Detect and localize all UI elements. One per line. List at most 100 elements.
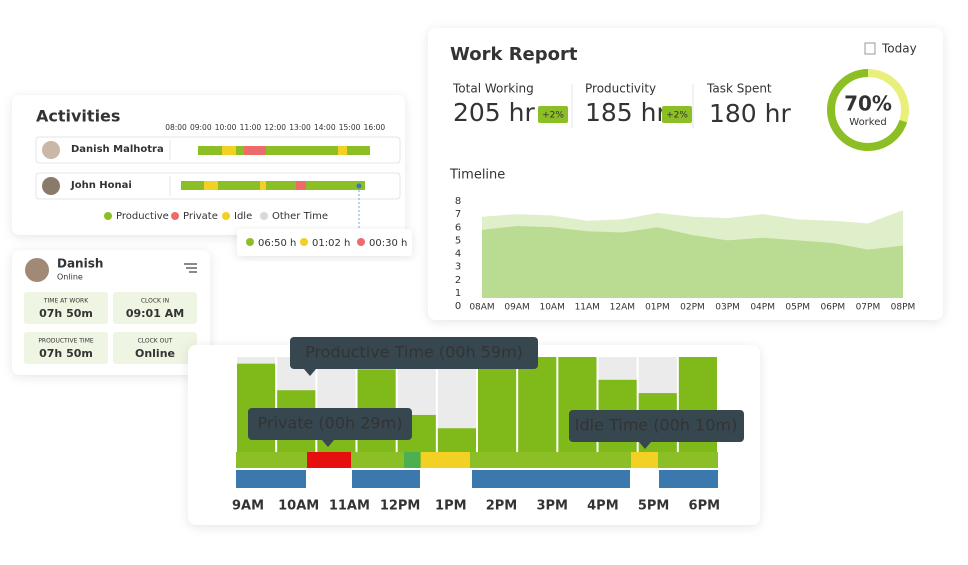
activity-bar bbox=[181, 181, 365, 190]
stat-box bbox=[113, 332, 197, 364]
bar bbox=[437, 428, 476, 452]
x-tick-label: 08PM bbox=[891, 303, 916, 313]
activities-title: Activities bbox=[36, 107, 120, 126]
y-tick-label: 7 bbox=[455, 209, 461, 220]
x-tick-label: 06PM bbox=[821, 303, 846, 313]
total-dot bbox=[357, 238, 365, 246]
hour-label: 08:00 bbox=[165, 123, 187, 132]
hour-labels: 08:00 09:00 10:00 11:00 12:00 13:00 14:00 15:00… bbox=[165, 123, 385, 132]
x-tick-label: 2PM bbox=[486, 499, 518, 514]
gauge-value: 70% bbox=[844, 92, 892, 116]
legend-dot bbox=[222, 212, 230, 220]
x-tick-label: 1PM bbox=[435, 499, 467, 514]
activity-bar bbox=[338, 146, 347, 155]
y-tick-label: 4 bbox=[455, 249, 461, 260]
timeline-title: Timeline bbox=[449, 168, 505, 183]
stat-label: TIME AT WORK bbox=[43, 298, 89, 305]
activities-card bbox=[12, 95, 405, 235]
bar bbox=[478, 357, 517, 452]
status-blue bbox=[352, 470, 420, 488]
y-tick-label: 2 bbox=[455, 275, 461, 286]
stat-value: 07h 50m bbox=[39, 307, 93, 320]
metric-label: Task Spent bbox=[706, 82, 772, 96]
activity-bar bbox=[222, 146, 236, 155]
tooltip bbox=[290, 337, 538, 369]
calendar-icon bbox=[864, 42, 876, 55]
filter-icon[interactable] bbox=[184, 263, 197, 273]
activity-bar bbox=[198, 146, 370, 155]
badge bbox=[538, 106, 568, 123]
legend-dot bbox=[104, 212, 112, 220]
legend-label: Private bbox=[183, 211, 218, 222]
stat-value: Online bbox=[135, 347, 175, 360]
stat-label: CLOCK OUT bbox=[138, 338, 173, 345]
bar bbox=[518, 357, 557, 452]
stat-value: 09:01 AM bbox=[126, 307, 184, 320]
metric-value: 205 hr bbox=[453, 98, 536, 127]
profile-status: Online bbox=[57, 273, 83, 282]
tooltip bbox=[248, 408, 412, 440]
hour-label: 09:00 bbox=[190, 123, 212, 132]
stat-box bbox=[24, 292, 108, 324]
x-tick-label: 9AM bbox=[232, 499, 264, 514]
legend-label: Productive bbox=[116, 211, 169, 222]
gauge-arc bbox=[827, 69, 909, 151]
activity-bar bbox=[296, 181, 306, 190]
status-idle bbox=[421, 452, 470, 468]
status-blue bbox=[472, 470, 630, 488]
tooltip-text: Private (00h 29m) bbox=[258, 414, 403, 433]
tooltip-text: Idle Time (00h 10m) bbox=[575, 416, 738, 435]
x-tick-label: 10AM bbox=[278, 499, 319, 514]
total: 00:30 h bbox=[369, 238, 407, 249]
total-dot bbox=[246, 238, 254, 246]
status-blue bbox=[236, 470, 306, 488]
avatar bbox=[42, 177, 60, 195]
total-dot bbox=[300, 238, 308, 246]
x-tick-label: 10AM bbox=[539, 303, 564, 313]
badge-text: +2% bbox=[666, 111, 688, 121]
x-tick-label: 12AM bbox=[610, 303, 635, 313]
y-tick-label: 6 bbox=[455, 222, 461, 233]
profile-name: Danish bbox=[57, 257, 103, 271]
y-tick-label: 3 bbox=[455, 262, 461, 273]
activity-bar bbox=[204, 181, 218, 190]
stat-label: PRODUCTIVE TIME bbox=[38, 338, 94, 345]
total: 01:02 h bbox=[312, 238, 350, 249]
y-tick-label: 8 bbox=[455, 196, 461, 207]
legend-dot bbox=[171, 212, 179, 220]
status-idle bbox=[631, 452, 658, 468]
date[interactable]: Today bbox=[881, 42, 917, 56]
hour-label: 11:00 bbox=[240, 123, 262, 132]
status-private bbox=[307, 452, 351, 468]
stat-box bbox=[24, 332, 108, 364]
legend-label: Other Time bbox=[272, 211, 328, 222]
avatar bbox=[42, 141, 60, 159]
user-name: Danish Malhotra bbox=[71, 144, 164, 155]
tooltip-pointer bbox=[322, 440, 334, 447]
legend-dot bbox=[260, 212, 268, 220]
user-name: John Honai bbox=[70, 180, 132, 191]
metric-label: Productivity bbox=[585, 82, 656, 96]
badge bbox=[662, 106, 692, 123]
x-tick-label: 01PM bbox=[645, 303, 670, 313]
x-tick-label: 08AM bbox=[469, 303, 494, 313]
y-tick-label: 0 bbox=[455, 301, 461, 312]
y-tick-label: 5 bbox=[455, 235, 461, 246]
x-tick-label: 09AM bbox=[504, 303, 529, 313]
y-tick-label: 1 bbox=[455, 288, 461, 299]
metric-value: 185 hr bbox=[585, 98, 668, 127]
hour-label: 14:00 bbox=[314, 123, 336, 132]
activity-bar bbox=[260, 181, 266, 190]
x-tick-label: 07PM bbox=[856, 303, 881, 313]
x-tick-label: 11AM bbox=[329, 499, 370, 514]
hour-label: 12:00 bbox=[264, 123, 286, 132]
tooltip-pointer bbox=[639, 442, 651, 449]
x-tick-label: 04PM bbox=[750, 303, 775, 313]
total: 06:50 h bbox=[258, 238, 296, 249]
metric-label: Total Working bbox=[452, 82, 534, 96]
metric-value: 180 hr bbox=[709, 99, 792, 128]
status-segment bbox=[404, 452, 420, 468]
stat-label: CLOCK IN bbox=[141, 298, 169, 305]
status-strip bbox=[236, 452, 718, 468]
